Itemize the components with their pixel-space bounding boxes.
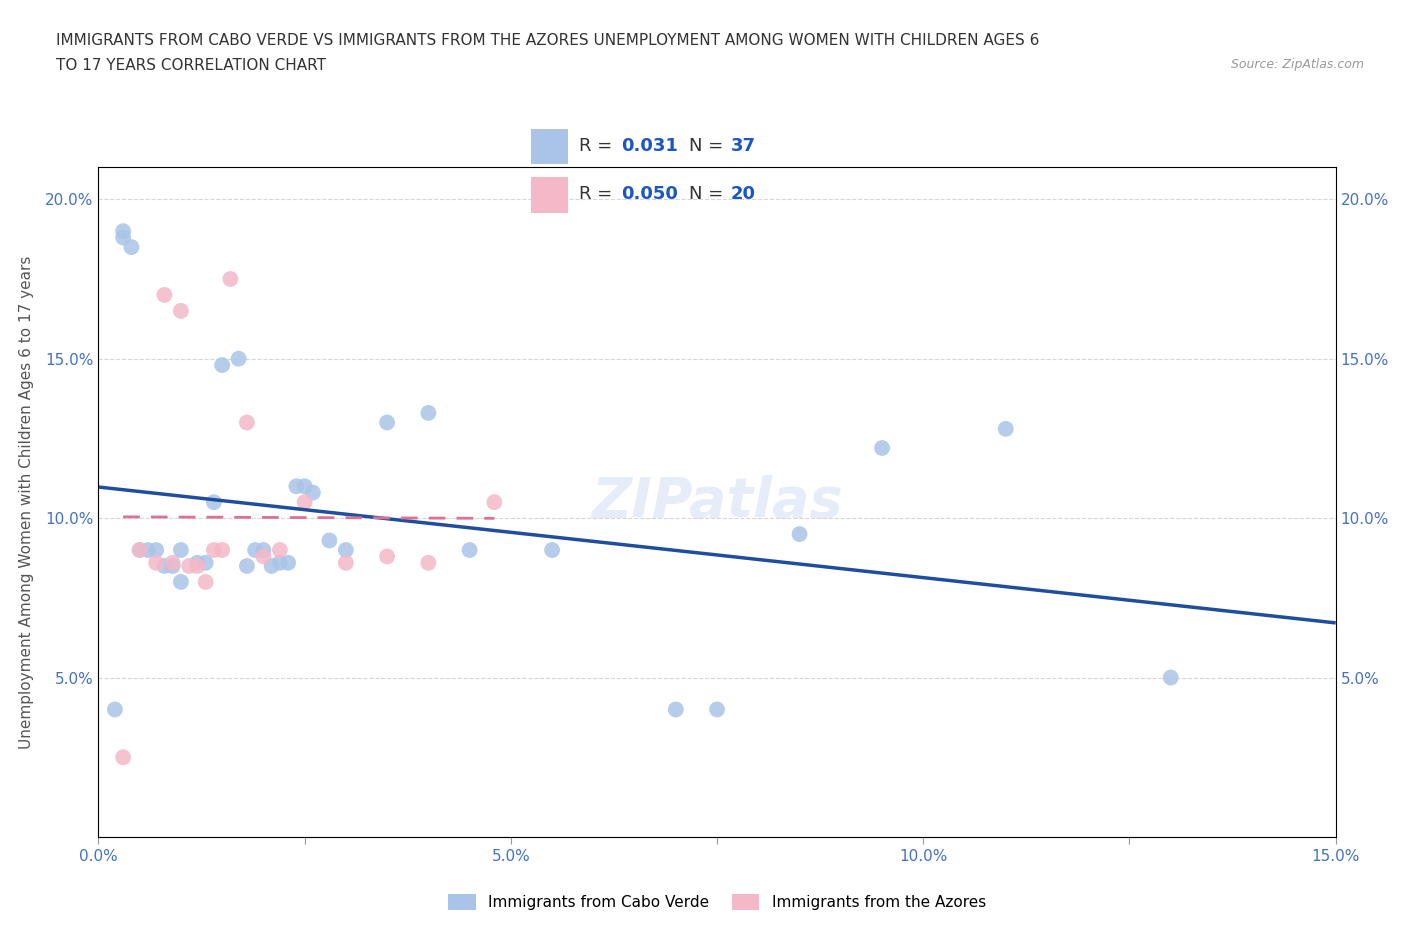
Point xyxy=(170,575,193,590)
Point xyxy=(153,287,176,302)
Point xyxy=(541,542,564,557)
Point xyxy=(120,240,142,255)
Text: N =: N = xyxy=(689,185,728,204)
Text: IMMIGRANTS FROM CABO VERDE VS IMMIGRANTS FROM THE AZORES UNEMPLOYMENT AMONG WOME: IMMIGRANTS FROM CABO VERDE VS IMMIGRANTS… xyxy=(56,33,1039,47)
Point xyxy=(252,549,274,564)
Point xyxy=(260,559,283,574)
Text: Source: ZipAtlas.com: Source: ZipAtlas.com xyxy=(1230,58,1364,71)
Text: 0.050: 0.050 xyxy=(621,185,678,204)
Point xyxy=(418,555,440,570)
Legend: Immigrants from Cabo Verde, Immigrants from the Azores: Immigrants from Cabo Verde, Immigrants f… xyxy=(441,888,993,916)
Point xyxy=(236,415,259,430)
Point xyxy=(1160,671,1182,685)
Text: R =: R = xyxy=(579,138,619,155)
Y-axis label: Unemployment Among Women with Children Ages 6 to 17 years: Unemployment Among Women with Children A… xyxy=(20,256,34,749)
Point xyxy=(269,542,291,557)
Point xyxy=(170,303,193,318)
Point xyxy=(294,495,316,510)
Point xyxy=(706,702,728,717)
Point xyxy=(194,555,217,570)
Point xyxy=(335,555,357,570)
Point xyxy=(318,533,340,548)
Text: N =: N = xyxy=(689,138,728,155)
Point xyxy=(211,358,233,373)
Point xyxy=(153,559,176,574)
Point xyxy=(202,542,225,557)
Point xyxy=(228,352,250,366)
Point xyxy=(112,224,135,239)
Point xyxy=(252,542,274,557)
Point xyxy=(375,415,398,430)
Point xyxy=(211,542,233,557)
Point xyxy=(484,495,506,510)
Point xyxy=(179,559,201,574)
Point xyxy=(194,575,217,590)
Point xyxy=(186,559,208,574)
Point xyxy=(162,559,184,574)
Text: ZIPatlas: ZIPatlas xyxy=(592,475,842,529)
Point xyxy=(789,526,811,541)
Bar xyxy=(531,129,568,165)
Point xyxy=(418,405,440,420)
Point xyxy=(870,441,893,456)
Point xyxy=(269,555,291,570)
Point xyxy=(665,702,688,717)
Point xyxy=(136,542,159,557)
Point xyxy=(302,485,325,500)
Point xyxy=(294,479,316,494)
Text: 20: 20 xyxy=(731,185,756,204)
Point xyxy=(285,479,308,494)
Point xyxy=(128,542,150,557)
Point xyxy=(236,559,259,574)
Point xyxy=(458,542,481,557)
Point xyxy=(202,495,225,510)
Text: R =: R = xyxy=(579,185,619,204)
Point xyxy=(112,230,135,245)
Point xyxy=(104,702,127,717)
Point xyxy=(128,542,150,557)
Point xyxy=(994,421,1017,436)
Point xyxy=(219,272,242,286)
Point xyxy=(170,542,193,557)
Point xyxy=(335,542,357,557)
Text: 37: 37 xyxy=(731,138,756,155)
Point xyxy=(145,542,167,557)
Text: 0.031: 0.031 xyxy=(621,138,678,155)
Text: TO 17 YEARS CORRELATION CHART: TO 17 YEARS CORRELATION CHART xyxy=(56,58,326,73)
Bar xyxy=(531,178,568,213)
Point xyxy=(186,555,208,570)
Point xyxy=(243,542,266,557)
Point xyxy=(277,555,299,570)
Point xyxy=(145,555,167,570)
Point xyxy=(375,549,398,564)
Point xyxy=(162,555,184,570)
Point xyxy=(112,750,135,764)
